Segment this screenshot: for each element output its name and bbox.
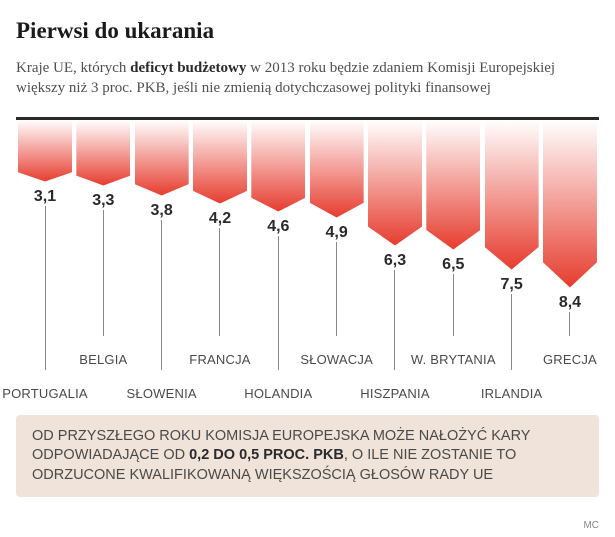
connector-stem <box>336 242 337 336</box>
chart-title: Pierwsi do ukarania <box>16 18 599 44</box>
bar <box>251 120 305 212</box>
bar-col: 6,5W. BRYTANIA <box>426 120 480 370</box>
bar-value: 4,2 <box>209 210 231 228</box>
connector-stem <box>511 294 512 370</box>
chart-bars-container: 3,1PORTUGALIA3,3BELGIA3,8SŁOWENIA4,2FRAN… <box>16 120 599 370</box>
country-label: IRLANDIA <box>481 386 543 401</box>
connector-stem <box>278 236 279 370</box>
chart-subtitle: Kraje UE, których deficyt budżetowy w 20… <box>16 58 599 99</box>
bar-col: 8,4 GRECJA <box>543 120 597 370</box>
bar-col: 3,1PORTUGALIA <box>18 120 72 370</box>
bar-value: 6,3 <box>384 252 406 270</box>
subtitle-pre: Kraje UE, których <box>16 60 130 76</box>
bar <box>18 120 72 182</box>
connector-stem <box>103 210 104 336</box>
bar-value: 4,6 <box>267 218 289 236</box>
bar-value: 8,4 <box>559 294 581 312</box>
connector-stem <box>394 270 395 370</box>
bar-value: 4,9 <box>326 224 348 242</box>
bar <box>485 120 539 270</box>
country-label: HISZPANIA <box>360 386 429 401</box>
bar <box>310 120 364 218</box>
connector-stem <box>45 206 46 370</box>
bar-col: 6,3HISZPANIA <box>368 120 422 370</box>
bar <box>426 120 480 250</box>
bar-value: 6,5 <box>442 256 464 274</box>
bar-col: 7,5IRLANDIA <box>485 120 539 370</box>
connector-stem <box>219 228 220 336</box>
bar-value: 3,3 <box>92 192 114 210</box>
country-label: GRECJA <box>543 352 597 367</box>
footnote-bold: 0,2 DO 0,5 PROC. PKB <box>189 447 344 463</box>
deficit-chart: 3,1PORTUGALIA3,3BELGIA3,8SŁOWENIA4,2FRAN… <box>16 117 599 407</box>
bar <box>135 120 189 196</box>
country-label: SŁOWENIA <box>127 386 197 401</box>
bar-col: 4,9SŁOWACJA <box>310 120 364 370</box>
bar-col: 4,6HOLANDIA <box>251 120 305 370</box>
country-label: FRANCJA <box>189 352 250 367</box>
country-label: SŁOWACJA <box>300 352 373 367</box>
bar <box>543 120 597 288</box>
connector-stem <box>453 274 454 336</box>
connector-stem <box>161 220 162 370</box>
country-label: BELGIA <box>79 352 127 367</box>
bar <box>76 120 130 186</box>
chart-footnote: OD PRZYSZŁEGO ROKU KOMISJA EUROPEJSKA MO… <box>16 415 599 498</box>
bar <box>368 120 422 246</box>
country-label: PORTUGALIA <box>2 386 88 401</box>
bar-col: 3,8SŁOWENIA <box>135 120 189 370</box>
bar-col: 4,2FRANCJA <box>193 120 247 370</box>
subtitle-bold: deficyt budżetowy <box>130 60 246 76</box>
country-label: HOLANDIA <box>244 386 312 401</box>
bar-value: 3,8 <box>151 202 173 220</box>
bar <box>193 120 247 204</box>
country-label: W. BRYTANIA <box>411 352 496 367</box>
credit-label: MC <box>583 520 599 531</box>
connector-stem <box>569 312 570 336</box>
bar-value: 7,5 <box>501 276 523 294</box>
bar-col: 3,3 BELGIA <box>76 120 130 370</box>
bar-value: 3,1 <box>34 188 56 206</box>
